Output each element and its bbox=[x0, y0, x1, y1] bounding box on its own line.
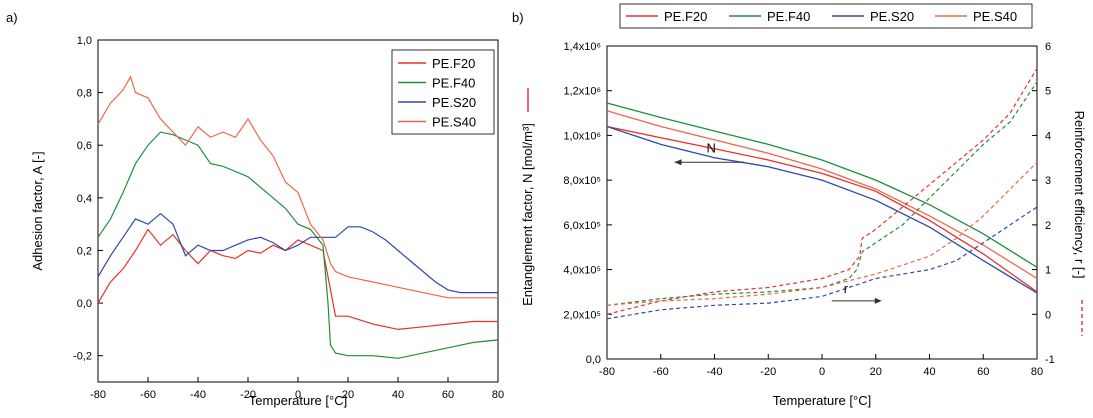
panel-b-ytick-label: 4,0x10⁵ bbox=[563, 265, 601, 277]
panel-b-legend-label: PE.S40 bbox=[973, 9, 1017, 24]
panel-b-r-series-PE.F40 bbox=[606, 81, 1038, 306]
panel-b-xtick-label: -20 bbox=[760, 366, 776, 378]
panel-b-ytick-label: 0,0 bbox=[586, 354, 601, 366]
panel-a-xtick-label: -80 bbox=[90, 389, 106, 401]
panel-b-ytick-label: 2,0x10⁵ bbox=[563, 309, 601, 321]
panel-b-legend-label: PE.S20 bbox=[870, 9, 914, 24]
panel-a-series-PE.S20 bbox=[97, 212, 498, 294]
panel-b: b)-80 -60 -40 -20 0 20 40 60 800,02,0x10⁵4,0x10⁵… bbox=[512, 3, 1087, 408]
panel-a-legend-label: PE.S40 bbox=[432, 115, 476, 130]
panel-b-ytick-label: 1,4x10⁶ bbox=[563, 41, 601, 53]
panel-b-xtick-label: 20 bbox=[870, 366, 882, 378]
panel-a-ytick-label: 0,6 bbox=[77, 140, 92, 152]
panel-a-ytick-label: -0,2 bbox=[73, 351, 92, 363]
panel-a-series-PE.F40 bbox=[97, 131, 499, 359]
panel-a-xtick-label: 60 bbox=[442, 389, 454, 401]
panel-b-legend-label: PE.F40 bbox=[767, 9, 810, 24]
panel-b-xlabel: Temperature [°C] bbox=[773, 393, 871, 408]
panel-b-xtick-label: 80 bbox=[1031, 366, 1043, 378]
panel-b-r-series-PE.S20 bbox=[606, 206, 1038, 320]
panel-b-xtick-label: 60 bbox=[977, 366, 989, 378]
panel-b-y2tick-label: 2 bbox=[1045, 220, 1051, 232]
panel-a-ytick-label: 0,0 bbox=[77, 298, 92, 310]
panel-a-xlabel: Temperature [°C] bbox=[249, 393, 347, 408]
panel-a-xtick-label: 0 bbox=[295, 389, 301, 401]
panel-b-N-series-PE.F20 bbox=[606, 125, 1038, 293]
panel-a-xtick-label: -60 bbox=[140, 389, 156, 401]
panel-a-legend-label: PE.F20 bbox=[432, 56, 475, 71]
panel-a-legend-label: PE.S20 bbox=[432, 95, 476, 110]
panel-b-annotation-r: r bbox=[844, 281, 849, 296]
panel-a-xtick-label: -20 bbox=[240, 389, 256, 401]
panel-b-y2tick-label: 4 bbox=[1045, 130, 1051, 142]
panel-b-annotation-N-arrowhead bbox=[674, 159, 682, 166]
panel-a-ylabel: Adhesion factor, A [-] bbox=[30, 151, 45, 270]
panel-b-r-series-PE.S40 bbox=[606, 161, 1038, 306]
panel-b-N-series-PE.S20 bbox=[606, 125, 1038, 294]
panel-b-legend: PE.F20 PE.F40 PE.S20 PE.S40 bbox=[619, 3, 1033, 29]
panel-b-y2tick-label: 0 bbox=[1045, 309, 1051, 321]
panel-b-legend-label: PE.F20 bbox=[664, 9, 707, 24]
panel-b-y2tick-label: 6 bbox=[1045, 41, 1051, 53]
panel-a: a) -80 -60 -40 -20 0 20 40 60 80 -0,2 0,0 0,2 0,4 0,6 0… bbox=[6, 10, 504, 408]
panel-b-y2tick-label: 1 bbox=[1045, 265, 1051, 277]
panel-a-xtick-label: 20 bbox=[342, 389, 354, 401]
panel-b-xtick-label: -40 bbox=[707, 366, 723, 378]
panel-a-series-PE.S40 bbox=[97, 75, 498, 299]
panel-a-legend-box bbox=[391, 49, 495, 135]
panel-a-xtick-label: 40 bbox=[392, 389, 404, 401]
panel-a-label: a) bbox=[6, 10, 18, 25]
panel-a-ytick-label: 0,4 bbox=[77, 193, 92, 205]
panel-b-annotation-N: N bbox=[707, 140, 716, 155]
panel-b-y2label: Reinforcement efficiency, r [-] bbox=[1072, 111, 1087, 279]
panel-b-ytick-label: 1,2x10⁶ bbox=[563, 86, 601, 98]
panel-b-N-series-PE.S40 bbox=[606, 110, 1038, 280]
panel-a-series-PE.F20 bbox=[97, 228, 498, 331]
panel-b-annotation-r-arrowhead bbox=[874, 297, 882, 304]
panel-b-y2tick-label: 5 bbox=[1045, 86, 1051, 98]
panel-b-xtick-label: -60 bbox=[653, 366, 669, 378]
panel-a-ytick-label: 1,0 bbox=[77, 35, 92, 47]
panel-b-N-series-PE.F40 bbox=[606, 102, 1038, 268]
panel-b-ylabel: Entanglement factor, N [mol/m³] bbox=[520, 123, 535, 306]
panel-b-xtick-label: -80 bbox=[599, 366, 615, 378]
panel-b-y2tick-label: 3 bbox=[1045, 175, 1051, 187]
panel-a-xtick-label: 80 bbox=[492, 389, 504, 401]
panel-b-frame bbox=[606, 45, 1038, 360]
panel-b-xtick-label: 0 bbox=[819, 366, 825, 378]
panel-b-ytick-label: 1,0x10⁶ bbox=[563, 130, 601, 142]
panel-b-ytick-label: 8,0x10⁵ bbox=[563, 175, 601, 187]
panel-b-label: b) bbox=[512, 10, 524, 25]
panel-a-legend-label: PE.F40 bbox=[432, 76, 475, 91]
panel-b-ytick-label: 6,0x10⁵ bbox=[563, 220, 601, 232]
panel-a-ytick-label: 0,2 bbox=[77, 245, 92, 257]
panel-a-ytick-label: 0,8 bbox=[77, 88, 92, 100]
panel-b-xtick-label: 40 bbox=[923, 366, 935, 378]
panel-a-legend: PE.F20 PE.F40 PE.S20 PE.S40 bbox=[391, 49, 495, 135]
panel-b-r-series-PE.F20 bbox=[606, 68, 1038, 315]
panel-a-xtick-label: -40 bbox=[190, 389, 206, 401]
panel-b-y2tick-label: -1 bbox=[1045, 354, 1055, 366]
